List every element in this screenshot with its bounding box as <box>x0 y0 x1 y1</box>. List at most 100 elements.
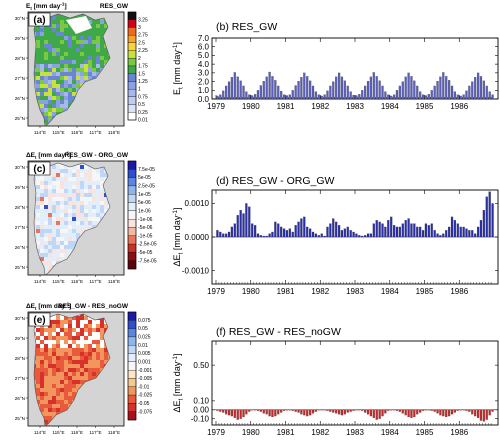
grid-cell <box>56 241 60 245</box>
grid-cell <box>44 116 48 120</box>
grid-cell <box>52 372 56 376</box>
grid-cell <box>44 52 48 56</box>
colorbar-segment <box>127 370 137 379</box>
grid-cell <box>88 64 92 68</box>
grid-cell <box>100 56 104 60</box>
colorbar-label: 3.25 <box>138 17 148 23</box>
grid-cell <box>60 392 64 396</box>
bar <box>375 76 378 100</box>
x-tick-label: 1979 <box>207 287 225 296</box>
grid-cell <box>68 96 72 100</box>
grid-cell <box>96 360 100 364</box>
lat-label: 30°N <box>15 316 25 321</box>
grid-cell <box>60 348 64 352</box>
grid-cell <box>104 60 108 64</box>
bar <box>419 91 422 100</box>
x-tick-label: 1980 <box>242 428 260 437</box>
grid-cell <box>96 68 100 72</box>
bar <box>488 91 491 100</box>
grid-cell <box>40 52 44 56</box>
grid-cell <box>88 197 92 201</box>
grid-cell <box>64 193 68 197</box>
grid-cell <box>44 328 48 332</box>
grid-cell <box>48 400 52 404</box>
grid-cell <box>36 328 40 332</box>
grid-cell <box>88 44 92 48</box>
colorbar-label: -2.5e-05 <box>138 242 157 248</box>
grid-cell <box>72 209 76 213</box>
grid-cell <box>48 225 52 229</box>
bar <box>482 80 485 100</box>
grid-cell <box>40 340 44 344</box>
bar <box>424 223 428 238</box>
grid-cell <box>48 44 52 48</box>
colorbar-label: -1e-06 <box>138 217 153 223</box>
colorbar-label: 0.05 <box>138 326 148 332</box>
colorbar-label: -7.5e-05 <box>138 258 157 264</box>
grid-cell <box>48 332 52 336</box>
bar <box>416 409 419 415</box>
grid-cell <box>104 360 108 364</box>
grid-cell <box>84 181 88 185</box>
grid-cell <box>56 193 60 197</box>
grid-cell <box>80 344 84 348</box>
grid-cell <box>96 352 100 356</box>
bar <box>450 85 454 100</box>
bar <box>352 409 355 411</box>
bar <box>254 225 257 238</box>
grid-cell <box>68 209 72 213</box>
grid-cell <box>40 92 44 96</box>
grid-cell <box>64 104 68 108</box>
bar <box>369 76 373 100</box>
grid-cell <box>60 245 64 249</box>
grid-cell <box>52 44 56 48</box>
grid-cell <box>56 197 60 201</box>
grid-cell <box>64 396 68 400</box>
grid-cell <box>100 364 104 368</box>
grid-cell <box>44 88 48 92</box>
grid-cell <box>40 177 44 181</box>
grid-cell <box>60 404 64 408</box>
bar <box>384 226 387 238</box>
grid-cell <box>84 201 88 205</box>
bar <box>329 409 332 412</box>
grid-cell <box>36 197 40 201</box>
colorbar-label: 3 <box>138 25 141 31</box>
grid-cell <box>72 201 76 205</box>
grid-cell <box>36 68 40 72</box>
bar <box>225 409 228 415</box>
grid-cell <box>56 314 60 316</box>
grid-cell <box>84 189 88 193</box>
grid-cell <box>100 24 104 28</box>
grid-cell <box>104 201 108 205</box>
grid-cell <box>92 20 96 24</box>
bar <box>439 76 442 100</box>
bar <box>268 233 271 238</box>
grid-cell <box>44 177 48 181</box>
bar <box>369 409 373 417</box>
grid-cell <box>72 392 76 396</box>
grid-cell <box>76 384 80 388</box>
grid-cell <box>52 360 56 364</box>
grid-cell <box>88 52 92 56</box>
grid-cell <box>96 24 100 28</box>
bar <box>395 90 399 100</box>
colorbar-label: 7.5e-05 <box>138 167 155 173</box>
grid-cell <box>52 384 56 388</box>
grid-cell <box>72 324 76 328</box>
grid-cell <box>44 92 48 96</box>
colorbar-segment <box>127 11 137 20</box>
grid-cell <box>68 356 72 360</box>
y-tick-label: 0.00 <box>193 406 209 415</box>
grid-cell <box>80 340 84 344</box>
bar <box>401 223 404 238</box>
grid-cell <box>92 217 96 221</box>
grid-cell <box>96 364 100 368</box>
grid-cell <box>36 205 40 209</box>
grid-cell <box>36 209 40 213</box>
grid-cell <box>52 336 56 340</box>
grid-cell <box>40 197 44 201</box>
grid-cell <box>96 344 100 348</box>
grid-cell <box>60 217 64 221</box>
grid-cell <box>44 364 48 368</box>
